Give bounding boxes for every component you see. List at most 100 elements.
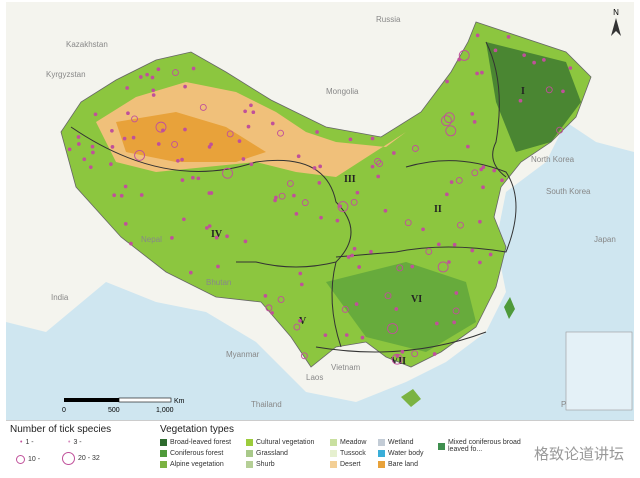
tick-site-marker: [251, 110, 256, 115]
tick-site-marker: [458, 49, 470, 61]
tick-site-marker: [151, 88, 156, 93]
tick-site-marker: [274, 195, 278, 200]
tick-site-marker: [455, 177, 463, 184]
tick-site-marker: [207, 224, 212, 228]
tick-site-marker: [243, 109, 247, 114]
tick-site-marker: [350, 198, 358, 206]
tick-site-marker: [319, 215, 323, 220]
tick-site-marker: [387, 323, 398, 334]
country-label: Kyrgyzstan: [46, 70, 86, 79]
tick-site-marker: [352, 246, 357, 251]
legend-label: Mixed coniferous broad leaved fo...: [448, 439, 521, 453]
scale-tick: 1,000: [156, 407, 174, 414]
tick-site-marker: [286, 180, 294, 188]
legend-label: Alpine vegetation: [170, 461, 224, 468]
legend-swatch: [378, 450, 385, 457]
country-label: Laos: [306, 373, 323, 382]
tick-site-marker: [338, 204, 343, 209]
legend-label: Cultural vegetation: [256, 439, 315, 446]
tick-site-marker: [183, 84, 187, 89]
south-china-sea-inset: [565, 331, 633, 411]
legend-swatch: [378, 439, 385, 446]
tick-site-marker: [376, 160, 383, 168]
tick-site-marker: [293, 323, 301, 331]
country-label: Russia: [376, 15, 401, 24]
tick-site-marker: [151, 93, 156, 97]
tick-site-marker: [298, 318, 302, 323]
tick-site-marker: [225, 234, 229, 239]
hainan-island: [401, 389, 421, 407]
legend-swatch: [246, 439, 253, 446]
tick-site-marker: [312, 166, 317, 170]
tick-site-marker: [214, 235, 219, 240]
tick-site-marker: [493, 48, 498, 53]
region-label: V: [299, 316, 307, 327]
tick-site-marker: [466, 144, 470, 149]
tick-site-marker: [395, 354, 400, 358]
tick-site-marker: [354, 302, 359, 306]
country-label: Kazakhstan: [66, 40, 108, 49]
tick-site-marker: [454, 291, 459, 295]
tick-site-marker: [91, 150, 95, 155]
vegetation-legend-item: Alpine vegetation: [160, 461, 224, 468]
tick-site-marker: [360, 335, 365, 340]
north-label: N: [613, 8, 619, 17]
country-label: India: [51, 293, 69, 302]
tick-class-20-32: 20 - 32: [62, 452, 100, 465]
region-label: I: [521, 86, 525, 97]
legend-label: Tussock: [340, 450, 366, 457]
country-label: Nepal: [141, 235, 162, 244]
tick-site-marker: [470, 112, 475, 116]
tick-site-marker: [400, 349, 405, 354]
vegetation-legend-title: Vegetation types: [160, 424, 234, 435]
tick-site-marker: [145, 72, 149, 77]
tick-site-marker: [155, 121, 167, 133]
region-label: II: [434, 204, 442, 215]
tick-site-marker: [273, 198, 277, 203]
tick-site-marker: [452, 320, 456, 325]
tick-site-marker: [492, 168, 497, 173]
tick-site-marker: [457, 221, 464, 229]
region-label: III: [344, 174, 356, 185]
legend-swatch: [438, 442, 445, 450]
tick-site-marker: [394, 307, 399, 311]
tick-site-marker: [265, 304, 273, 312]
tick-site-marker: [67, 147, 72, 152]
tick-site-marker: [337, 201, 349, 212]
tick-site-marker: [370, 164, 375, 169]
tick-site-marker: [296, 154, 301, 159]
legend-label: Grassland: [256, 450, 288, 457]
tick-site-marker: [176, 158, 180, 163]
vegetation-legend-item: Desert: [330, 461, 361, 468]
tick-site-marker: [299, 282, 304, 287]
legend-label: Wetland: [388, 439, 414, 446]
north-arrow-icon: [611, 18, 621, 36]
vegetation-legend-item: Mixed coniferous broad leaved fo...: [438, 439, 526, 453]
tick-site-marker: [348, 137, 353, 142]
tick-site-marker: [277, 296, 285, 303]
forest-area: [486, 42, 581, 152]
tick-site-marker: [112, 193, 117, 198]
tick-site-marker: [180, 178, 185, 182]
legend-label: Water body: [388, 450, 424, 457]
tick-site-marker: [139, 193, 144, 197]
legend-swatch: [330, 439, 337, 446]
tick-site-marker: [122, 136, 127, 141]
tick-site-marker: [500, 178, 504, 183]
tick-site-marker: [131, 115, 138, 123]
tick-site-marker: [357, 265, 362, 269]
tick-site-marker: [292, 193, 296, 198]
tick-site-marker: [318, 164, 323, 169]
tick-site-marker: [425, 248, 433, 255]
legend: Number of tick species • 1 - • 3 - 10 - 20…: [6, 420, 634, 477]
country-label: Thailand: [251, 400, 282, 409]
tick-site-marker: [90, 144, 95, 149]
tick-site-marker: [317, 181, 322, 185]
country-label: Bhutan: [206, 278, 231, 287]
tick-site-marker: [298, 271, 303, 276]
legend-label: Bare land: [388, 461, 418, 468]
tick-site-marker: [457, 57, 462, 62]
vegetation-tick-map: Russia Kazakhstan Mongolia Kyrgyzstan Nepal I…: [6, 2, 634, 420]
tick-site-marker: [561, 89, 565, 94]
scale-unit: Km: [174, 398, 185, 405]
